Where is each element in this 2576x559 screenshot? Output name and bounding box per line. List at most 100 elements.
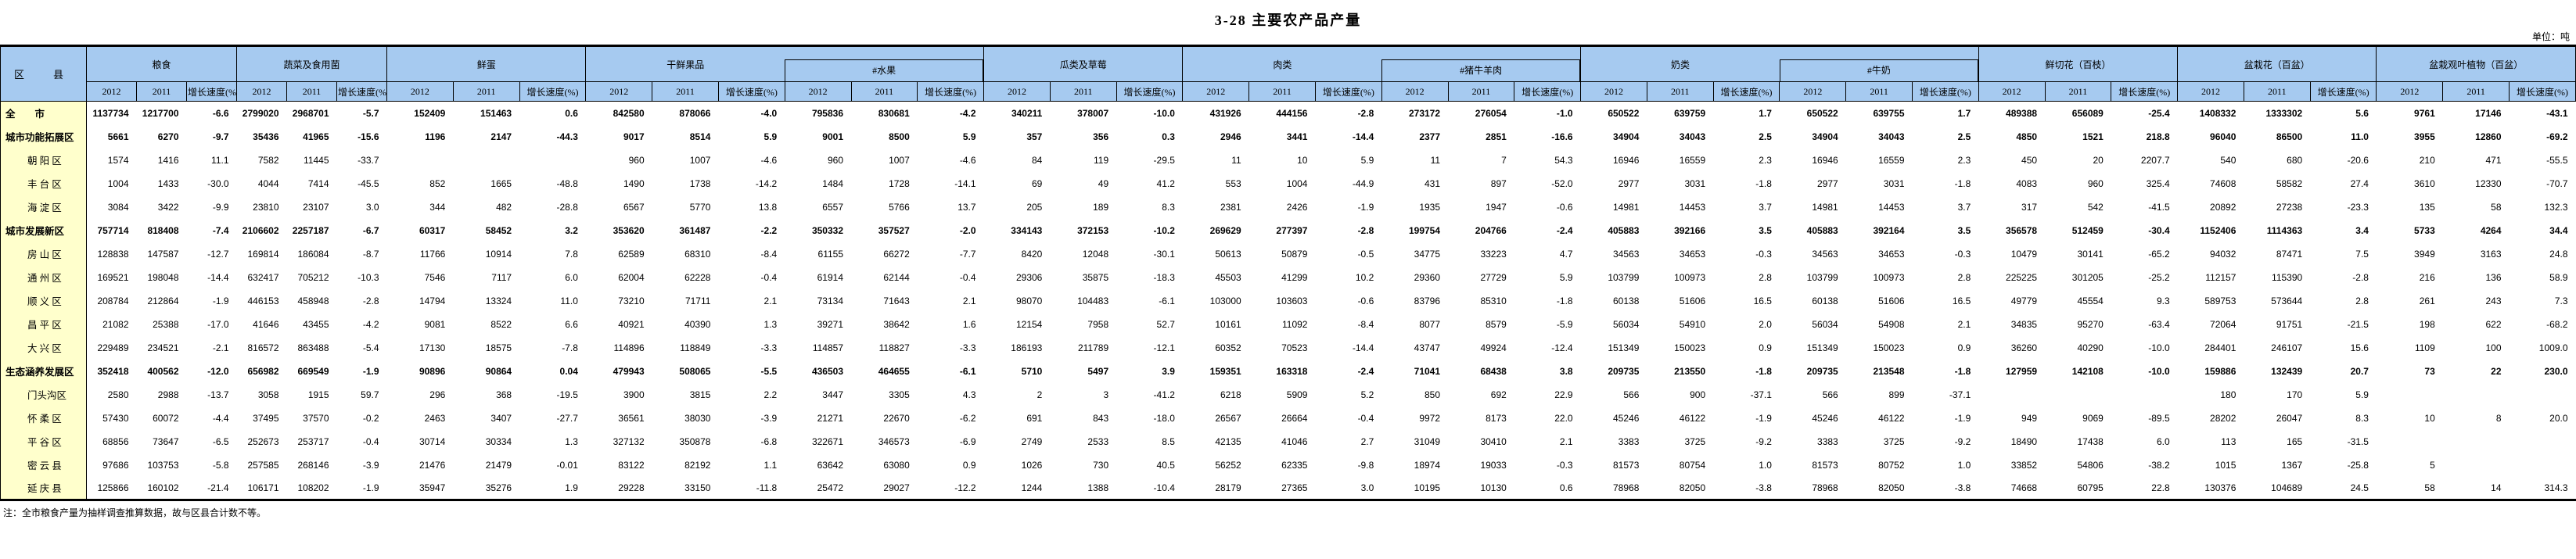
data-cell: 49924 [1448, 335, 1514, 360]
data-cell: 63642 [785, 453, 851, 477]
table-row: 丰 台 区 1004 1433 -30.0 4044 7414 -45.5 852 1665 -4… [0, 171, 2576, 195]
data-cell: 464655 [851, 359, 918, 383]
data-cell: 98070 [983, 288, 1051, 313]
data-cell: 669549 [286, 359, 337, 383]
data-cell: 14981 [1580, 195, 1647, 219]
data-cell: 1007 [851, 148, 918, 172]
data-cell: 0.9 [1912, 335, 1979, 360]
data-cell: -10.0 [1116, 101, 1183, 125]
data-cell: 163318 [1248, 359, 1316, 383]
data-cell: -48.8 [519, 171, 586, 195]
row-label: 城市功能拓展区 [0, 124, 87, 149]
data-cell: 482 [453, 195, 520, 219]
data-cell: 5.9 [1315, 148, 1382, 172]
data-cell: 205 [983, 195, 1051, 219]
data-cell: 209735 [1779, 359, 1846, 383]
year-header: 2011 [1646, 81, 1714, 102]
group-header: 粮食 [85, 45, 238, 82]
data-cell: -13.7 [186, 382, 237, 407]
data-cell: 3900 [585, 382, 652, 407]
data-cell: 852 [386, 171, 454, 195]
data-cell: 1935 [1381, 195, 1449, 219]
data-cell: 35276 [453, 476, 520, 500]
data-cell: -4.0 [718, 101, 785, 125]
data-cell: 508065 [652, 359, 719, 383]
data-cell: 45246 [1779, 406, 1846, 430]
data-cell: 50879 [1248, 242, 1316, 266]
data-cell: 2.1 [1514, 429, 1581, 453]
data-cell: 45503 [1182, 265, 1249, 289]
data-cell: 334143 [983, 218, 1051, 242]
data-cell: 471 [2442, 148, 2510, 172]
data-cell: 3815 [652, 382, 719, 407]
data-cell: -4.2 [917, 101, 984, 125]
data-cell: -2.1 [186, 335, 237, 360]
data-cell: -2.4 [1315, 359, 1382, 383]
year-header: 增长速度(%) [1712, 81, 1780, 102]
data-cell: 960 [585, 148, 652, 172]
data-cell: 52.7 [1116, 312, 1183, 336]
data-cell: -55.5 [2509, 148, 2576, 172]
data-cell: -37.1 [1912, 382, 1979, 407]
data-cell: 22670 [851, 406, 918, 430]
data-cell: 3.2 [519, 218, 586, 242]
data-cell: 3.4 [2310, 218, 2377, 242]
data-cell: 352418 [86, 359, 137, 383]
data-cell: 2381 [1182, 195, 1249, 219]
data-cell: -28.8 [519, 195, 586, 219]
data-cell: 58582 [2244, 171, 2311, 195]
data-cell: 61914 [785, 265, 851, 289]
data-cell: -8.4 [1315, 312, 1382, 336]
data-cell: 1.3 [718, 312, 785, 336]
data-cell: -10.4 [1116, 476, 1183, 500]
data-cell: 1244 [983, 476, 1051, 500]
data-cell: 4.7 [1514, 242, 1581, 266]
data-cell: -7.8 [519, 335, 586, 360]
data-cell: 12048 [1050, 242, 1117, 266]
data-cell: 68856 [86, 429, 137, 453]
data-cell: 34904 [1580, 124, 1647, 149]
data-cell: 54908 [1845, 312, 1913, 336]
data-cell: -6.1 [1116, 288, 1183, 313]
data-cell: 3.8 [1514, 359, 1581, 383]
data-cell: 3.5 [1912, 218, 1979, 242]
data-cell: 51606 [1647, 288, 1714, 313]
data-cell: -21.4 [186, 476, 237, 500]
data-cell: 368 [453, 382, 520, 407]
data-cell: 656089 [2045, 101, 2111, 125]
data-cell: 18490 [1978, 429, 2046, 453]
data-cell: 5 [2376, 453, 2443, 477]
data-cell: 35436 [236, 124, 287, 149]
data-cell: 3163 [2442, 242, 2510, 266]
data-cell: -27.7 [519, 406, 586, 430]
data-cell: 29027 [851, 476, 918, 500]
data-cell [2509, 453, 2576, 477]
data-cell: 103799 [1779, 265, 1846, 289]
data-cell: 8.3 [1116, 195, 1183, 219]
data-cell: -31.5 [2310, 429, 2377, 453]
data-cell: 62589 [585, 242, 652, 266]
year-header: 2011 [286, 81, 338, 102]
data-cell: 3 [1050, 382, 1117, 407]
data-cell: -17.0 [186, 312, 237, 336]
data-cell: 14453 [1647, 195, 1714, 219]
data-cell: 346573 [851, 429, 918, 453]
data-cell: 22.8 [2111, 476, 2178, 500]
data-cell: 42135 [1182, 429, 1249, 453]
data-cell: 62228 [652, 265, 719, 289]
year-header: 2012 [784, 81, 852, 102]
data-cell: 878066 [652, 101, 719, 125]
data-cell: 29228 [585, 476, 652, 500]
data-cell: 13.7 [917, 195, 984, 219]
data-cell: -0.4 [336, 429, 387, 453]
data-cell: 1217700 [136, 101, 187, 125]
data-cell: 211789 [1050, 335, 1117, 360]
data-cell: 5.9 [2310, 382, 2377, 407]
year-header: 2012 [1978, 81, 2046, 102]
data-cell: 103753 [136, 453, 187, 477]
data-cell: 1915 [286, 382, 337, 407]
data-cell [2442, 453, 2510, 477]
data-cell: 2.8 [2310, 288, 2377, 313]
row-label: 海 淀 区 [0, 195, 87, 219]
data-cell: 60317 [386, 218, 454, 242]
